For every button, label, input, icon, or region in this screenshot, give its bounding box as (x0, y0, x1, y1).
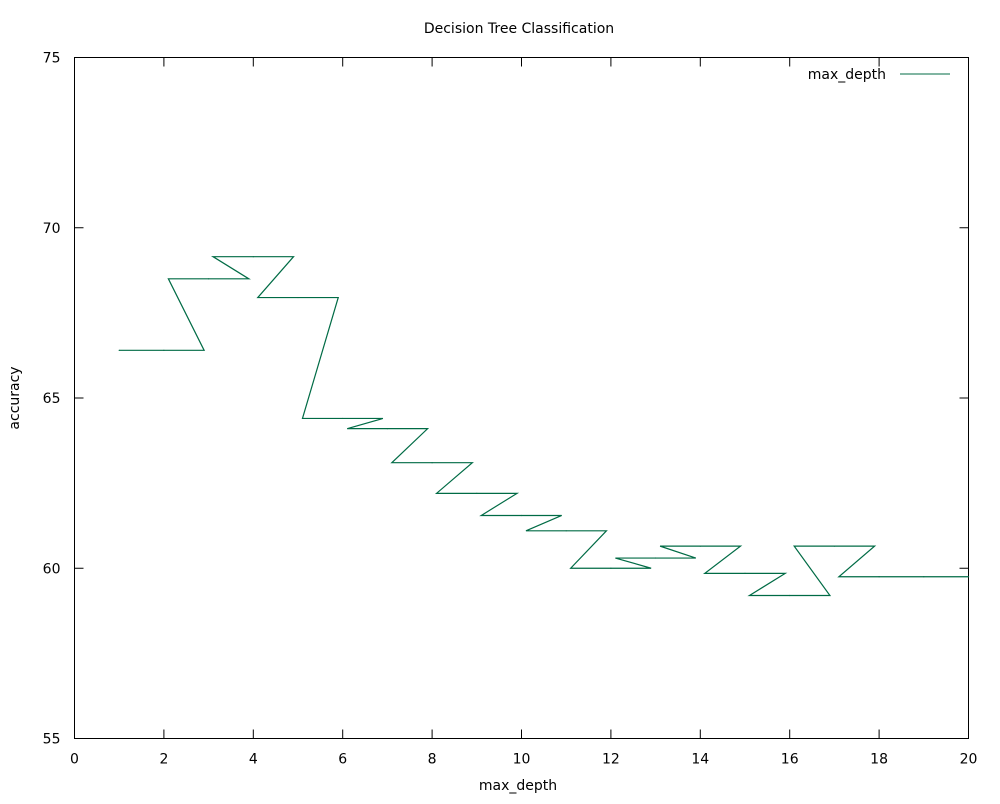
x-tick-label: 10 (513, 752, 531, 768)
data-point (655, 557, 657, 559)
plot-frame (74, 57, 969, 739)
data-point (297, 296, 299, 299)
data-point (878, 576, 880, 578)
x-tick-label: 8 (428, 752, 437, 768)
x-tick-label: 4 (249, 752, 258, 768)
x-axis-label: max_depth (479, 778, 557, 794)
data-point (789, 594, 791, 597)
x-tick-label: 2 (159, 752, 168, 768)
data-point (163, 349, 165, 351)
x-tick-label: 6 (338, 752, 347, 768)
x-tick-label: 20 (960, 752, 978, 768)
y-tick-label: 70 (43, 221, 61, 237)
y-tick-label: 60 (43, 561, 61, 577)
x-tick-label: 14 (691, 752, 709, 768)
x-axis-tick-labels: 0 2 4 6 8 10 12 14 16 18 20 (70, 752, 977, 768)
data-point (967, 576, 970, 578)
y-tick-label: 55 (43, 732, 61, 748)
data-point (476, 492, 478, 494)
chart-title: Decision Tree Classification (424, 21, 614, 37)
data-point (923, 576, 925, 578)
data-point (520, 514, 523, 517)
series-line-0 (119, 256, 969, 597)
y-tick-label: 65 (43, 391, 61, 407)
data-point (342, 417, 344, 420)
x-tick-label: 16 (781, 752, 799, 768)
y-axis-ticks (74, 57, 969, 739)
legend-label: max_depth (808, 67, 886, 83)
data-point (744, 572, 746, 574)
y-tick-label: 75 (43, 51, 61, 67)
x-tick-label: 0 (70, 752, 79, 768)
data-point (386, 428, 388, 430)
x-axis-ticks (74, 57, 969, 739)
data-point (833, 545, 836, 547)
data-point (252, 256, 254, 258)
x-tick-label: 12 (602, 752, 620, 768)
legend: max_depth (808, 67, 950, 83)
data-point (431, 462, 433, 464)
data-point (208, 278, 210, 280)
y-axis-tick-labels: 55 60 65 70 75 (43, 51, 61, 748)
y-axis-label: accuracy (7, 366, 23, 429)
data-point (610, 567, 612, 569)
data-point (118, 349, 120, 351)
x-tick-label: 18 (870, 752, 888, 768)
data-point (699, 545, 701, 547)
series-layer (118, 256, 970, 597)
data-point (565, 530, 567, 532)
